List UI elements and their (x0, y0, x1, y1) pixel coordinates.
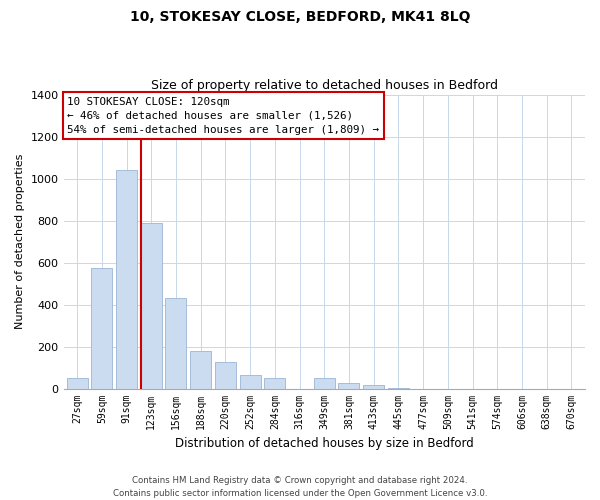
Bar (239, 375, 260, 388)
Bar (67, 378, 88, 388)
Text: Contains HM Land Registry data © Crown copyright and database right 2024.
Contai: Contains HM Land Registry data © Crown c… (113, 476, 487, 498)
Bar (91, 268, 112, 388)
Text: 10, STOKESAY CLOSE, BEDFORD, MK41 8LQ: 10, STOKESAY CLOSE, BEDFORD, MK41 8LQ (130, 10, 470, 24)
Title: Size of property relative to detached houses in Bedford: Size of property relative to detached ho… (151, 79, 498, 92)
Text: 10 STOKESAY CLOSE: 120sqm
← 46% of detached houses are smaller (1,526)
54% of se: 10 STOKESAY CLOSE: 120sqm ← 46% of detac… (67, 96, 379, 134)
Bar (265, 378, 286, 388)
Bar (190, 351, 211, 389)
Bar (363, 386, 384, 388)
Bar (166, 298, 187, 388)
Y-axis label: Number of detached properties: Number of detached properties (15, 154, 25, 329)
Bar (314, 378, 335, 388)
Bar (141, 222, 162, 388)
Bar (215, 362, 236, 388)
Bar (338, 384, 359, 388)
X-axis label: Distribution of detached houses by size in Bedford: Distribution of detached houses by size … (175, 437, 473, 450)
Bar (116, 170, 137, 388)
